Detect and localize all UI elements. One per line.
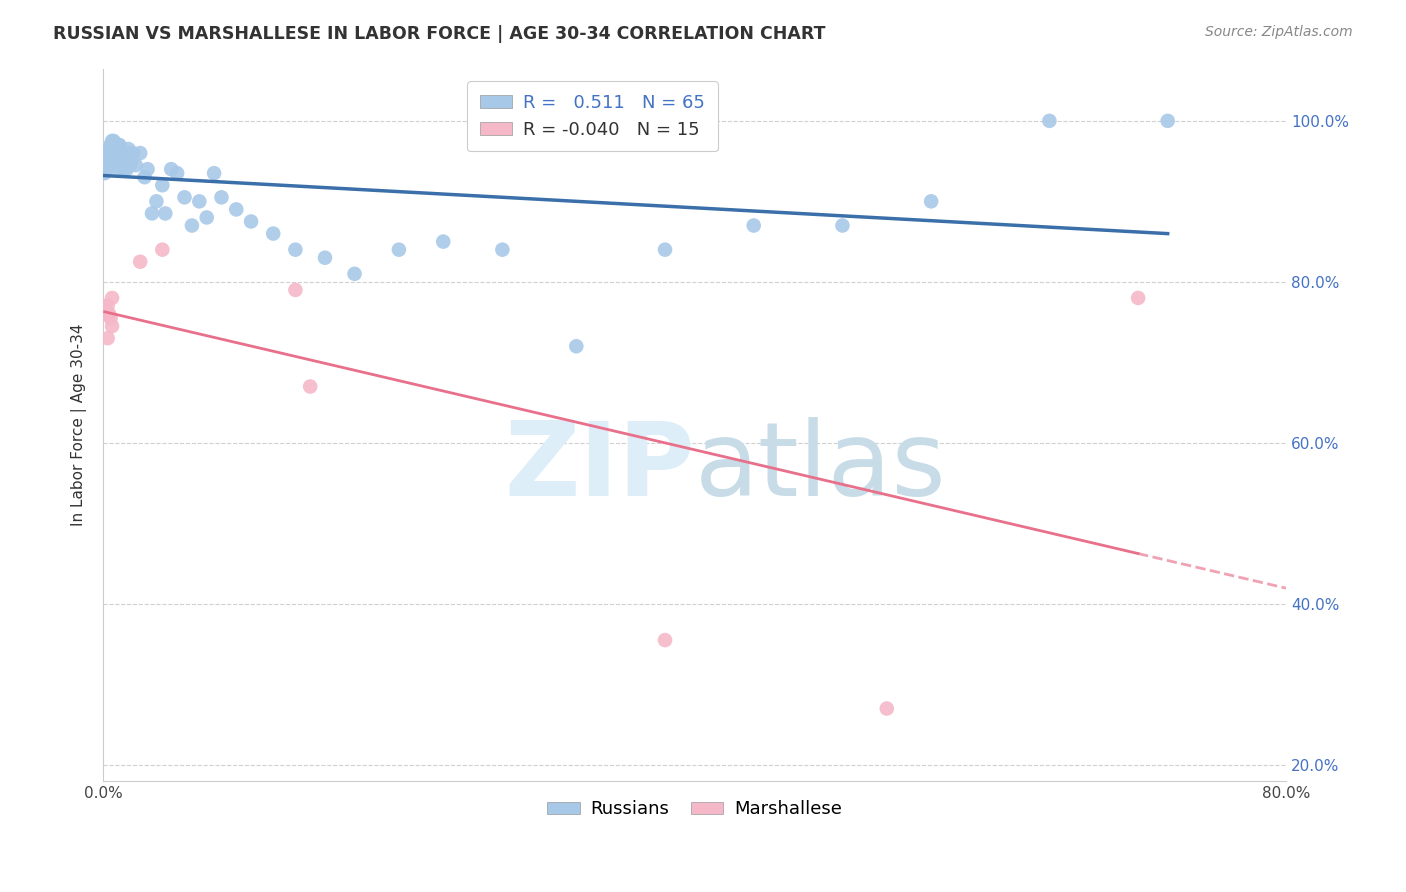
Point [120, 154, 142, 169]
Point [195, 211, 218, 225]
Point [188, 194, 211, 209]
Point [101, 158, 124, 172]
Point [93, 299, 115, 313]
Point [225, 202, 247, 217]
Point [202, 166, 225, 180]
Point [262, 227, 284, 241]
Point [96, 162, 118, 177]
Point [173, 190, 195, 204]
Point [108, 138, 131, 153]
Point [103, 146, 125, 161]
Point [97, 299, 120, 313]
Point [100, 311, 122, 326]
Point [1038, 113, 1060, 128]
Point [134, 170, 156, 185]
Point [284, 283, 307, 297]
Point [96, 307, 118, 321]
Point [150, 243, 173, 257]
Point [114, 146, 136, 161]
Point [129, 146, 152, 161]
Text: ZIP: ZIP [505, 417, 695, 518]
Point [117, 142, 139, 156]
Point [121, 146, 143, 161]
Point [1157, 113, 1180, 128]
Point [343, 267, 366, 281]
Point [103, 134, 125, 148]
Point [654, 243, 676, 257]
Point [110, 150, 132, 164]
Point [284, 243, 307, 257]
Point [104, 138, 127, 153]
Point [107, 158, 129, 172]
Point [299, 379, 322, 393]
Point [96, 150, 118, 164]
Point [97, 154, 120, 169]
Point [150, 178, 173, 193]
Point [831, 219, 853, 233]
Legend: Russians, Marshallese: Russians, Marshallese [540, 793, 849, 825]
Point [180, 219, 202, 233]
Point [742, 219, 765, 233]
Point [166, 166, 188, 180]
Point [98, 142, 121, 156]
Point [101, 291, 124, 305]
Text: RUSSIAN VS MARSHALLESE IN LABOR FORCE | AGE 30-34 CORRELATION CHART: RUSSIAN VS MARSHALLESE IN LABOR FORCE | … [53, 25, 825, 43]
Point [141, 206, 163, 220]
Point [145, 194, 167, 209]
Point [112, 162, 135, 177]
Point [876, 701, 898, 715]
Point [97, 331, 120, 345]
Point [654, 633, 676, 648]
Point [432, 235, 454, 249]
Point [129, 254, 152, 268]
Point [920, 194, 942, 209]
Point [1126, 291, 1149, 305]
Point [125, 158, 148, 172]
Point [93, 166, 115, 180]
Point [240, 214, 263, 228]
Point [101, 150, 124, 164]
Point [388, 243, 411, 257]
Point [115, 162, 138, 177]
Point [101, 319, 124, 334]
Point [98, 158, 121, 172]
Y-axis label: In Labor Force | Age 30-34: In Labor Force | Age 30-34 [72, 324, 87, 526]
Point [97, 146, 120, 161]
Point [107, 138, 129, 153]
Point [160, 162, 183, 177]
Point [565, 339, 588, 353]
Point [211, 190, 233, 204]
Point [101, 134, 124, 148]
Point [100, 138, 122, 153]
Text: atlas: atlas [695, 417, 946, 518]
Point [100, 146, 122, 161]
Point [104, 158, 127, 172]
Point [136, 162, 159, 177]
Point [491, 243, 513, 257]
Point [314, 251, 336, 265]
Point [103, 154, 125, 169]
Point [105, 162, 128, 177]
Point [98, 307, 121, 321]
Point [100, 154, 122, 169]
Point [118, 158, 141, 172]
Point [105, 142, 128, 156]
Point [111, 150, 134, 164]
Text: Source: ZipAtlas.com: Source: ZipAtlas.com [1205, 25, 1353, 39]
Point [108, 158, 131, 172]
Point [155, 206, 177, 220]
